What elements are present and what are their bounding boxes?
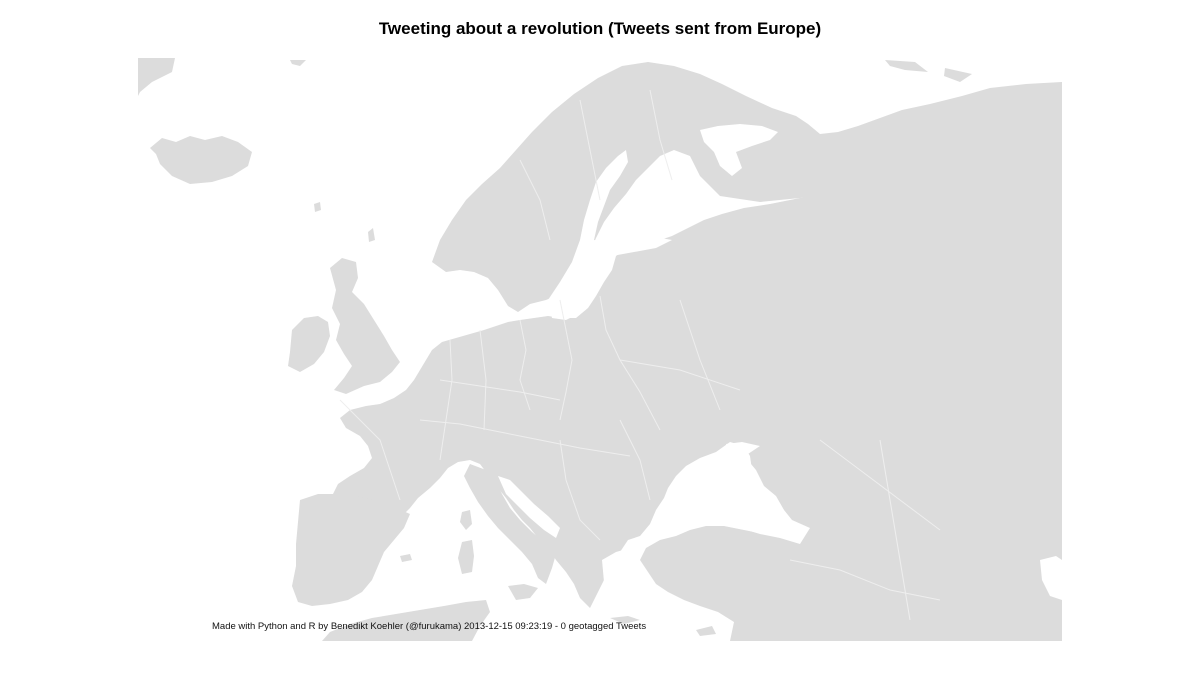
country-border — [649, 89, 673, 181]
balearic-islands — [400, 554, 412, 562]
country-border — [879, 439, 911, 621]
country-border — [619, 419, 651, 501]
europe-map — [138, 58, 1062, 641]
shetland-islands — [368, 228, 375, 242]
caspian-sea — [1040, 556, 1062, 600]
country-border — [519, 159, 551, 241]
sardinia-island — [458, 540, 474, 574]
country-border — [559, 299, 573, 421]
country-border — [789, 559, 941, 601]
country-border — [439, 379, 561, 401]
italian-peninsula — [464, 464, 556, 584]
corsica-island — [460, 510, 472, 530]
country-border — [439, 339, 453, 461]
sicily-island — [508, 584, 538, 600]
crete-island — [610, 616, 640, 624]
aegean-sea — [602, 548, 638, 596]
faroe-islands — [314, 202, 321, 212]
iberian-peninsula — [292, 494, 410, 606]
svalbard-islands — [290, 60, 306, 66]
cyprus-island — [696, 626, 716, 636]
ireland-landmass — [288, 316, 330, 372]
country-border — [559, 439, 601, 541]
sea-of-azov — [726, 442, 760, 456]
baltic-sea — [548, 150, 672, 320]
continental-europe-landmass — [332, 140, 1062, 641]
iceland-landmass — [150, 136, 252, 184]
country-border — [419, 419, 631, 457]
country-border — [619, 359, 741, 391]
black-sea — [652, 456, 784, 534]
map-canvas — [138, 58, 1062, 641]
map-title: Tweeting about a revolution (Tweets sent… — [378, 19, 822, 38]
country-border — [479, 329, 487, 431]
map-caption: Made with Python and R by Benedikt Koehl… — [212, 621, 647, 632]
adriatic-sea — [498, 476, 560, 538]
country-border — [819, 439, 941, 531]
great-britain-landmass — [330, 258, 400, 394]
country-border — [579, 99, 601, 201]
country-border — [339, 399, 401, 501]
white-sea — [700, 124, 778, 176]
greenland-landmass — [138, 58, 175, 96]
north-islands — [885, 60, 972, 82]
country-border — [679, 299, 721, 411]
country-border — [519, 319, 531, 411]
north-africa-coast — [322, 600, 490, 641]
